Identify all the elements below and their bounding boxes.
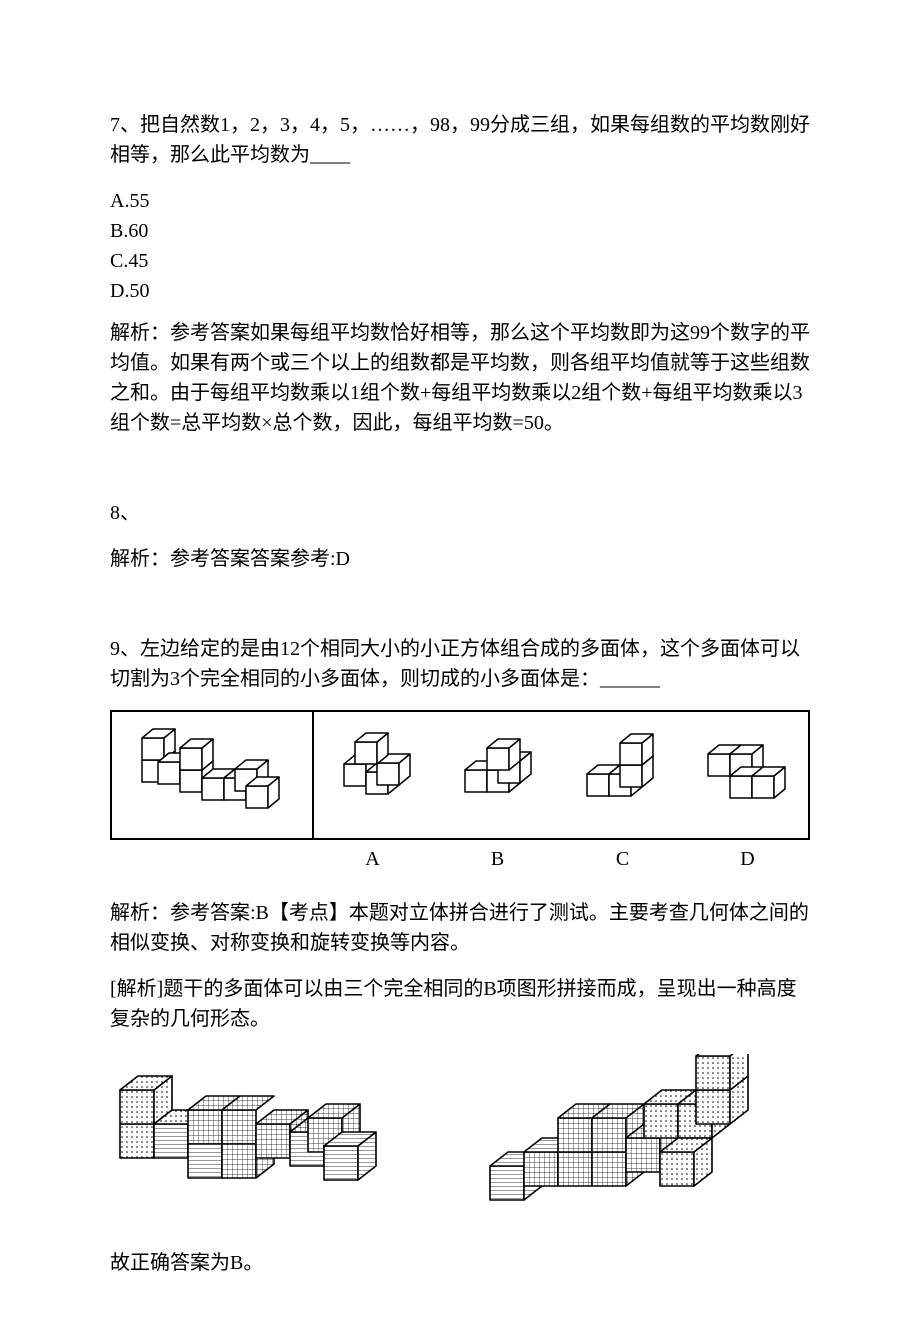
q9-decomposition-figures [110,1054,810,1224]
q9-analysis-head: 解析：参考答案:B【考点】本题对立体拼合进行了测试。主要考查几何体之间的相似变换… [110,898,810,958]
q9-option-figure-c [561,712,685,838]
decomposition-right-icon [480,1054,790,1224]
q9-original-figure [112,712,314,838]
polyhedron-b-icon [449,730,549,820]
q9-analysis-body: [解析]题干的多面体可以由三个完全相同的B项图形拼接而成，呈现出一种高度复杂的几… [110,974,810,1034]
q9-label-b: B [435,844,560,874]
q7-option-c: C.45 [110,246,810,276]
q8-analysis: 解析：参考答案答案参考:D [110,544,810,574]
q9-option-labels: A B C D [310,844,810,874]
q9-option-figure-b [438,712,562,838]
q7-options: A.55 B.60 C.45 D.50 [110,186,810,306]
q7-analysis: 解析：参考答案如果每组平均数恰好相等，那么这个平均数即为这99个数字的平均值。如… [110,318,810,438]
q9-label-c: C [560,844,685,874]
q7-option-a: A.55 [110,186,810,216]
polyhedron-original-icon [122,720,302,830]
q9-conclusion: 故正确答案为B。 [110,1248,810,1278]
q9-option-figure-a [314,712,438,838]
q9-stem: 9、左边给定的是由12个相同大小的小正方体组合成的多面体，这个多面体可以切割为3… [110,634,810,694]
q7-stem: 7、把自然数1，2，3，4，5，……，98，99分成三组，如果每组数的平均数刚好… [110,110,810,170]
q8-stem: 8、 [110,498,810,528]
q7-option-d: D.50 [110,276,810,306]
q9-option-figure-d [685,712,809,838]
decomposition-left-icon [110,1054,400,1214]
polyhedron-d-icon [696,730,796,820]
polyhedron-c-icon [573,730,673,820]
q9-figure-row [110,710,810,840]
polyhedron-a-icon [326,730,426,820]
q9-label-d: D [685,844,810,874]
q7-option-b: B.60 [110,216,810,246]
q9-label-a: A [310,844,435,874]
